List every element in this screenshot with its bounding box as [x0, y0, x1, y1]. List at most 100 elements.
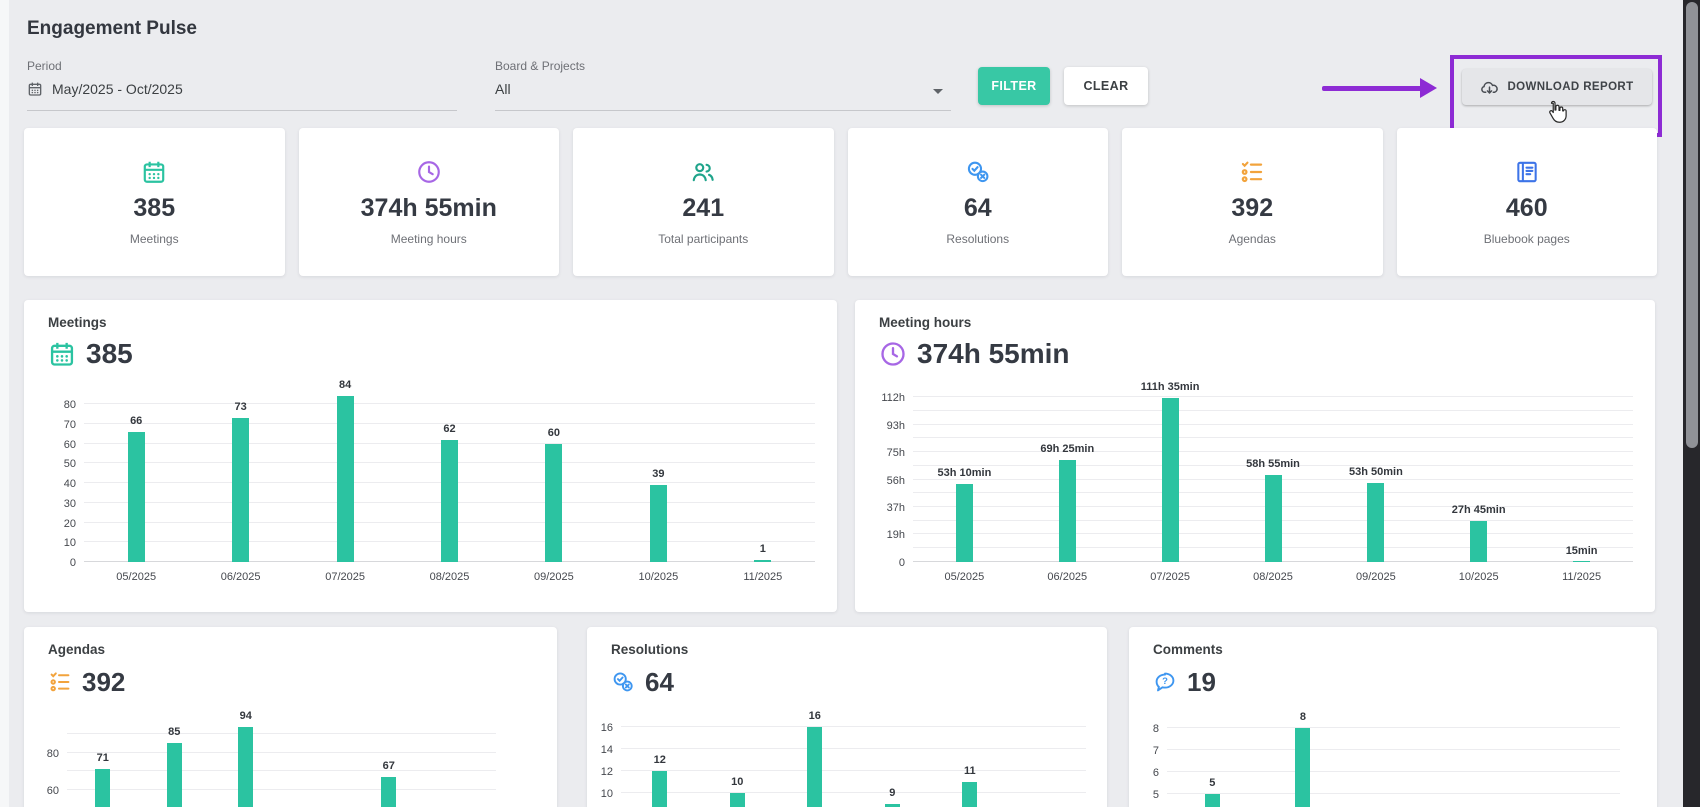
- stat-card-value: 374h 55min: [360, 193, 497, 222]
- calendar-icon: [48, 340, 76, 368]
- stat-card-bluebook-pages: 460 Bluebook pages: [1396, 128, 1657, 276]
- bar-value-label: 94: [239, 709, 252, 722]
- gridline: [621, 792, 1086, 793]
- bar-value-label: 9: [889, 787, 896, 799]
- bar: [166, 743, 182, 807]
- calendar-icon: [27, 81, 43, 97]
- y-tick-label: 60: [46, 784, 59, 797]
- bar-value-label: 58h 55min: [1246, 458, 1300, 471]
- stat-card-value: 392: [1231, 193, 1274, 222]
- y-tick-label: 10: [63, 537, 76, 550]
- x-tick-label: 08/2025: [429, 571, 470, 583]
- period-field[interactable]: Period May/2025 - Oct/2025: [27, 58, 457, 111]
- bar: [884, 804, 900, 807]
- stat-card-label: Bluebook pages: [1483, 231, 1570, 246]
- chart-title: Meetings: [48, 315, 107, 330]
- gridline: [913, 409, 1633, 411]
- chart-title: Resolutions: [611, 642, 689, 657]
- bar: [127, 431, 145, 562]
- gridline: [1167, 771, 1620, 772]
- download-report-button[interactable]: DOWNLOAD REPORT: [1462, 69, 1652, 105]
- bar-value-label: 10: [731, 776, 744, 788]
- y-tick-label: 10: [600, 788, 613, 800]
- x-tick-label: 11/2025: [743, 571, 783, 583]
- y-tick-label: 40: [63, 478, 76, 490]
- y-tick-label: 56h: [886, 474, 905, 487]
- bar: [1295, 728, 1311, 807]
- chart-title: Meeting hours: [879, 315, 972, 330]
- chart-panel-meetings: Meetings 385 0 10 20 30 40 50 60 70 80 66 05/2025 73…: [24, 300, 837, 612]
- gridline: [67, 751, 496, 753]
- bar: [807, 727, 823, 807]
- chart-plot-agendas: 60 80 71 85 94 67: [47, 710, 496, 807]
- bar-value-label: 67: [382, 759, 395, 772]
- bar-value-label: 5: [1209, 777, 1216, 789]
- chart-headline-value: 374h 55min: [917, 338, 1070, 369]
- bar: [1058, 459, 1076, 562]
- bar: [1367, 482, 1385, 562]
- gridline: [913, 464, 1633, 466]
- cloud-download-icon: [1480, 78, 1499, 97]
- stat-card-value: 385: [133, 193, 176, 222]
- x-tick-label: 09/2025: [1356, 571, 1396, 583]
- page-title: Engagement Pulse: [27, 18, 197, 39]
- board-projects-select[interactable]: Board & Projects All: [495, 58, 951, 111]
- gridline: [621, 770, 1086, 771]
- bar: [1161, 397, 1179, 562]
- y-tick-label: 93h: [886, 419, 905, 432]
- gridline: [913, 451, 1633, 452]
- bar-value-label: 66: [130, 414, 143, 427]
- gridline: [1167, 727, 1620, 728]
- scrollbar-thumb[interactable]: [1685, 2, 1698, 448]
- stat-cards-row: 385 Meetings 374h 55min Meeting hours 241 T…: [24, 128, 1657, 276]
- filter-button[interactable]: FILTER: [978, 67, 1050, 105]
- chart-headline: 385: [48, 340, 133, 368]
- chart-title: Agendas: [48, 642, 106, 657]
- x-tick-label: 06/2025: [220, 571, 261, 583]
- y-tick-label: 20: [63, 517, 76, 530]
- y-tick-label: 80: [63, 399, 76, 411]
- book-icon: [1514, 159, 1540, 185]
- bar: [649, 485, 667, 562]
- x-tick-label: 10/2025: [1458, 571, 1499, 583]
- chart-headline-value: 392: [82, 667, 126, 697]
- chart-headline-value: 385: [86, 338, 133, 369]
- bar: [754, 560, 772, 562]
- x-tick-label: 05/2025: [116, 571, 157, 583]
- bar: [95, 769, 111, 807]
- stat-card-total-participants: 241 Total participants: [573, 128, 834, 276]
- gridline: [84, 422, 815, 424]
- x-tick-label: 05/2025: [944, 571, 985, 583]
- y-tick-label: 80: [46, 747, 59, 760]
- y-tick-label: 50: [63, 458, 76, 471]
- y-tick-label: 8: [1152, 723, 1159, 735]
- x-tick-label: 07/2025: [1150, 571, 1190, 583]
- chart-plot-comments: 5 6 7 8 5 8: [1153, 711, 1620, 807]
- bar: [729, 793, 745, 807]
- x-tick-label: 09/2025: [534, 571, 574, 583]
- chevron-down-icon: [933, 89, 943, 94]
- bar: [441, 439, 458, 562]
- bar: [955, 483, 973, 562]
- gridline: [621, 726, 1086, 727]
- x-tick-label: 08/2025: [1253, 571, 1293, 583]
- download-report-label: DOWNLOAD REPORT: [1507, 81, 1634, 93]
- chart-panel-resolutions: Resolutions 64 10 12 14 16 12 10 16 9 11: [587, 627, 1107, 807]
- scrollbar-track[interactable]: [1683, 0, 1700, 807]
- bar-value-label: 16: [808, 710, 821, 722]
- calendar-icon: [141, 159, 167, 185]
- x-tick-label: 10/2025: [638, 571, 679, 583]
- clear-button[interactable]: CLEAR: [1064, 67, 1148, 105]
- chart-headline: 64: [611, 669, 674, 695]
- resolutions-icon: [611, 670, 635, 694]
- chart-plot-meetings: 0 10 20 30 40 50 60 70 80 66 05/2025 73 06/2025 84 07/…: [64, 379, 815, 583]
- bar: [381, 776, 397, 807]
- agenda-icon: [48, 670, 72, 694]
- stat-card-value: 64: [963, 193, 992, 222]
- bar-value-label: 27h 45min: [1451, 504, 1506, 517]
- bar: [545, 443, 563, 562]
- stat-card-label: Total participants: [658, 231, 749, 246]
- y-tick-label: 70: [63, 418, 76, 431]
- y-tick-label: 14: [600, 744, 613, 756]
- svg-text:?: ?: [1162, 676, 1168, 687]
